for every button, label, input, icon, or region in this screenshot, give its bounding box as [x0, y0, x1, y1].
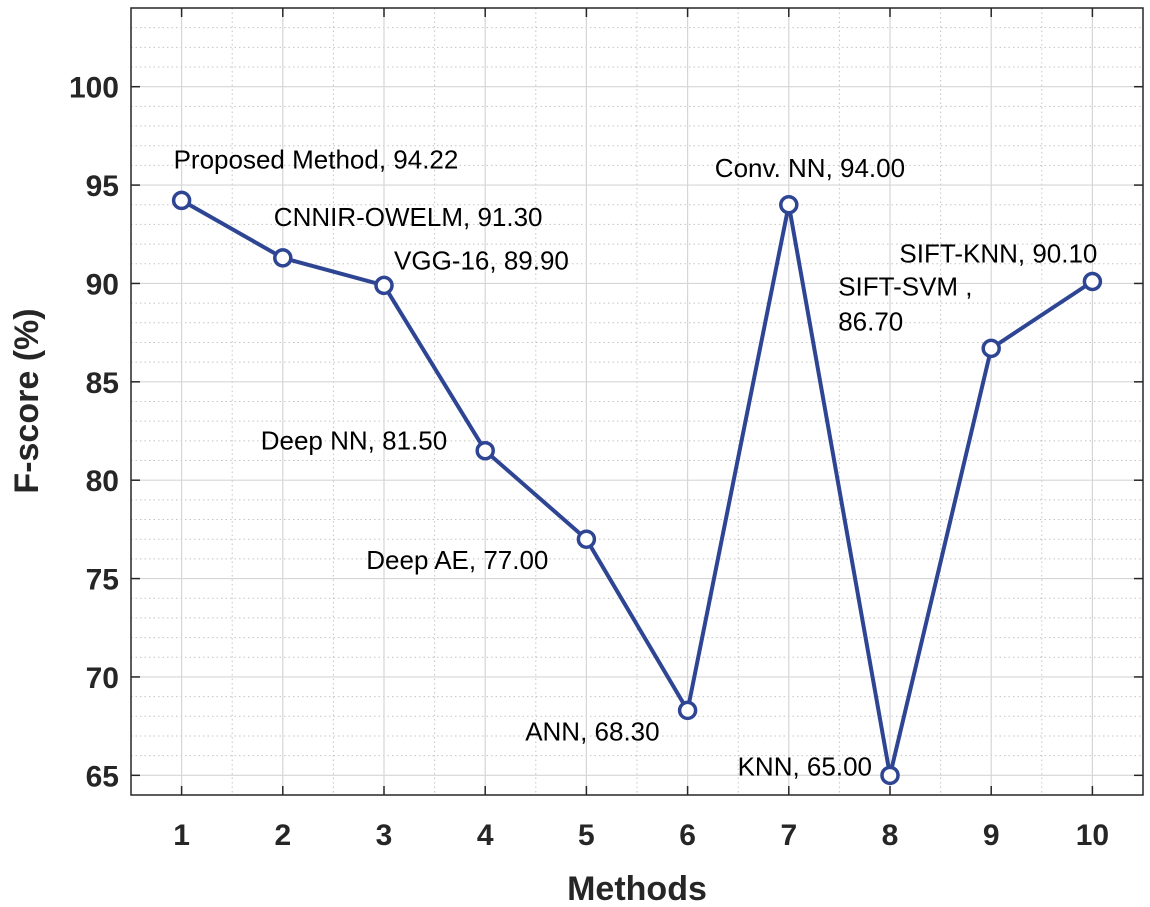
x-tick-label: 6 — [679, 819, 696, 852]
data-label-line: SIFT-KNN, 90.10 — [899, 238, 1097, 268]
data-label: CNNIR-OWELM, 91.30 — [274, 202, 543, 232]
x-axis-label: Methods — [567, 870, 707, 907]
data-point — [171, 190, 192, 211]
data-point — [576, 529, 597, 549]
data-point — [779, 195, 799, 215]
data-label-line: Deep NN, 81.50 — [261, 426, 447, 456]
y-axis-label: F-score (%) — [8, 308, 46, 493]
y-tick-label: 70 — [86, 662, 119, 695]
plot-frame — [130, 7, 1144, 796]
data-label-line: Deep AE, 77.00 — [366, 545, 548, 575]
data-label: ANN, 68.30 — [525, 716, 659, 746]
data-label-line: KNN, 65.00 — [738, 751, 872, 781]
data-label-line: Proposed Method, 94.22 — [174, 144, 459, 174]
x-tick-label: 1 — [173, 819, 190, 852]
axis-ticks: 65 70 75 80 85 90 95 100 1 2 3 4 5 6 7 8 9 10 — [69, 8, 1143, 852]
data-label: Conv. NN, 94.00 — [715, 153, 905, 183]
y-tick-label: 85 — [86, 367, 119, 400]
annotations-group: Proposed Method, 94.22 CNNIR-OWELM, 91.30… — [174, 144, 1098, 781]
y-tick-label: 95 — [86, 170, 119, 203]
x-tick-label: 9 — [983, 819, 1000, 852]
x-tick-label: 8 — [882, 819, 899, 852]
y-tick-label: 100 — [69, 72, 119, 105]
y-tick-label: 75 — [86, 564, 119, 597]
data-label: SIFT-SVM , 86.70 — [838, 271, 972, 336]
x-tick-label: 3 — [376, 819, 393, 852]
x-tick-label: 5 — [578, 819, 595, 852]
series-group — [171, 190, 1103, 786]
data-point — [1082, 271, 1103, 292]
y-tick-label: 90 — [86, 268, 119, 301]
data-label: Deep NN, 81.50 — [261, 426, 447, 456]
x-tick-label: 4 — [477, 819, 494, 852]
data-label: Deep AE, 77.00 — [366, 545, 548, 575]
data-label: VGG-16, 89.90 — [394, 245, 569, 275]
data-point — [374, 275, 394, 296]
major-grid — [131, 8, 1143, 795]
data-label: SIFT-KNN, 90.10 — [899, 238, 1097, 268]
data-label-line: 86.70 — [838, 306, 903, 336]
data-label-line: ANN, 68.30 — [525, 716, 659, 746]
data-point — [880, 765, 900, 786]
data-point — [273, 248, 293, 268]
data-label: Proposed Method, 94.22 — [174, 144, 459, 174]
data-point — [677, 700, 698, 721]
data-point — [981, 338, 1001, 359]
x-tick-label: 10 — [1076, 819, 1109, 852]
x-tick-label: 2 — [274, 819, 291, 852]
data-label: KNN, 65.00 — [738, 751, 872, 781]
data-label-line: Conv. NN, 94.00 — [715, 153, 905, 183]
y-tick-label: 80 — [86, 465, 119, 498]
data-label-line: CNNIR-OWELM, 91.30 — [274, 202, 543, 232]
x-tick-label: 7 — [780, 819, 797, 852]
data-label-line: SIFT-SVM , — [838, 271, 972, 301]
data-label-line: VGG-16, 89.90 — [394, 245, 569, 275]
y-tick-label: 65 — [86, 760, 119, 793]
series-line — [180, 198, 1094, 778]
data-point — [475, 440, 495, 461]
